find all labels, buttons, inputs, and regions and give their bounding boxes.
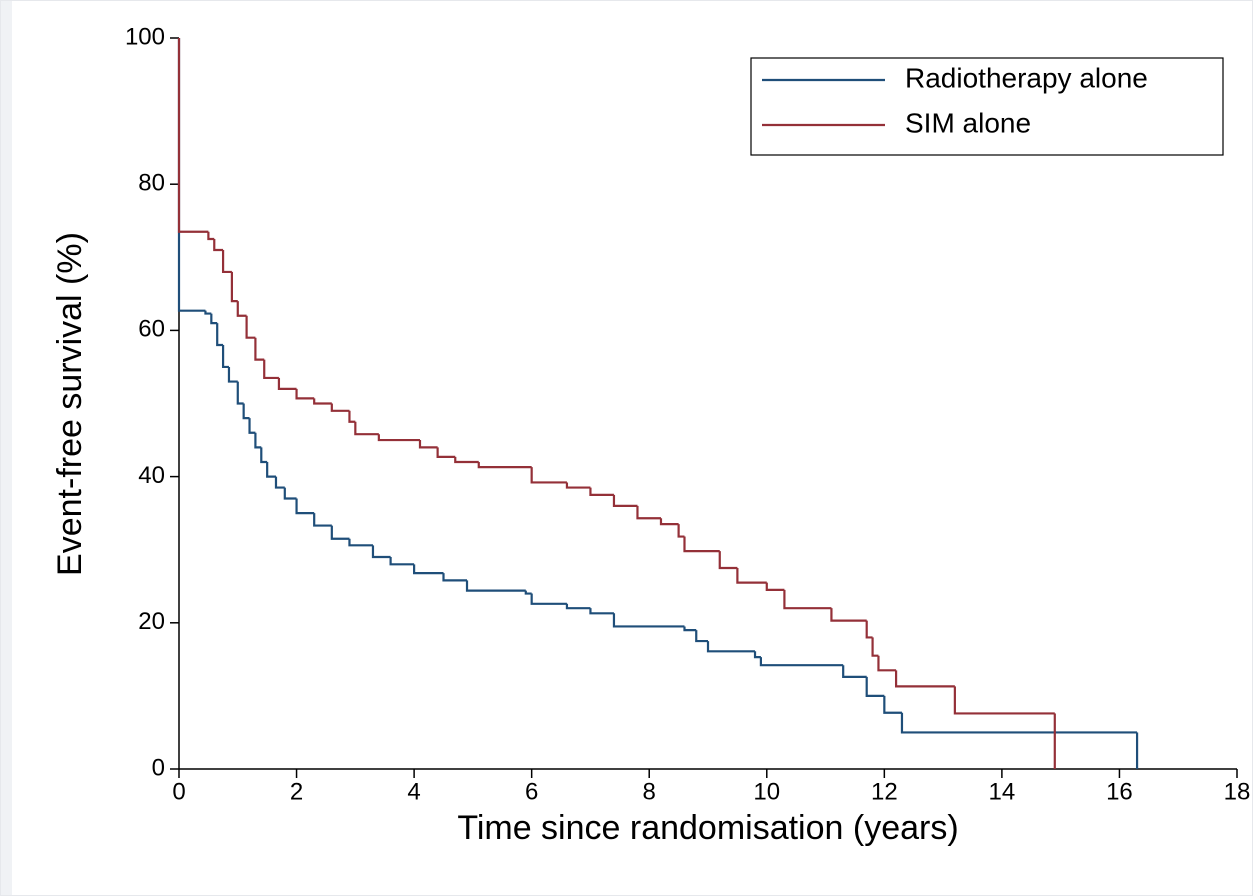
survival-step [677,524,685,538]
survival-step [683,536,720,553]
x-tick-label: 2 [290,778,303,805]
survival-step [313,398,332,405]
survival-step [274,476,285,489]
x-tick-label: 18 [1224,778,1251,805]
survival-step [783,589,832,610]
x-tick-label: 16 [1106,778,1133,805]
survival-step [865,676,885,697]
legend-box [750,57,1224,156]
survival-step [753,651,761,659]
survival-step [389,557,415,566]
survival-step [204,310,212,315]
x-tick-label: 8 [643,778,656,805]
survival-step [442,573,468,582]
y-tick-label: 100 [125,23,165,50]
survival-step [953,686,1055,715]
survival-step [659,518,679,526]
survival-step [877,655,897,672]
survival-step [565,603,591,610]
survival-step [865,620,873,639]
y-tick-label: 60 [138,316,165,343]
survival-step [216,323,224,347]
y-tick-label: 80 [138,170,165,197]
survival-step [245,315,256,339]
survival-step [454,456,479,464]
y-tick-label: 20 [138,608,165,635]
x-tick-label: 12 [871,778,898,805]
x-tick-label: 0 [172,778,185,805]
survival-step [524,590,532,595]
legend-label: Radiotherapy alone [905,62,1148,93]
survival-step [260,447,268,464]
survival-step [871,637,879,657]
survival-step [413,564,444,575]
survival-step [477,461,532,469]
y-axis-title: Event-free survival (%) [51,232,89,576]
x-tick-label: 10 [753,778,780,805]
survival-step [230,271,238,303]
survival-step [254,432,262,449]
x-axis-title: Time since randomisation (years) [457,809,958,847]
survival-step [589,487,614,496]
legend-label: SIM alone [905,107,1031,138]
survival-step [683,626,697,632]
survival-step [242,403,250,420]
survival-step [213,239,224,252]
survival-step [207,231,215,241]
survival-step [254,337,265,361]
survival-step [830,608,867,622]
x-tick-label: 6 [525,778,538,805]
survival-step [736,567,767,584]
survival-step [266,461,276,478]
survival-step [706,641,756,653]
survival-step [295,498,315,515]
survival-step [371,545,391,559]
survival-step [718,551,738,570]
survival-step [295,388,315,400]
survival-step [842,665,867,678]
survival-step [330,403,350,412]
survival-step [565,482,591,489]
survival-step [530,467,567,484]
survival-step [883,695,902,714]
x-tick-label: 14 [989,778,1016,805]
survival-step [263,359,279,380]
survival-step [221,345,229,369]
survival-step [612,613,685,628]
survival-step [348,410,356,423]
survival-step [465,580,526,592]
survival-step [589,608,614,615]
survival-step [436,447,456,458]
survival-step [210,313,218,325]
survival-step [377,434,420,442]
survival-step [612,494,638,507]
survival-step [330,525,350,540]
survival-step [236,381,244,405]
survival-step [283,487,297,500]
survival-step [765,582,785,592]
survival-step [177,38,209,233]
survival-step [759,657,844,667]
left-strip [0,0,12,896]
survival-step [636,505,661,520]
survival-step [418,440,438,449]
survival-step [354,421,379,436]
survival-step [248,418,256,434]
survival-step [277,377,297,390]
x-tick-label: 4 [407,778,420,805]
y-tick-label: 0 [152,754,165,781]
survival-step [221,249,232,274]
survival-step [695,630,708,643]
survival-step [227,366,238,383]
survival-step [894,670,955,688]
survival-step [313,513,332,527]
survival-step [348,538,373,547]
survival-step [236,301,247,317]
survival-step [530,593,567,605]
y-tick-label: 40 [138,462,165,489]
survival-step [900,712,1138,734]
